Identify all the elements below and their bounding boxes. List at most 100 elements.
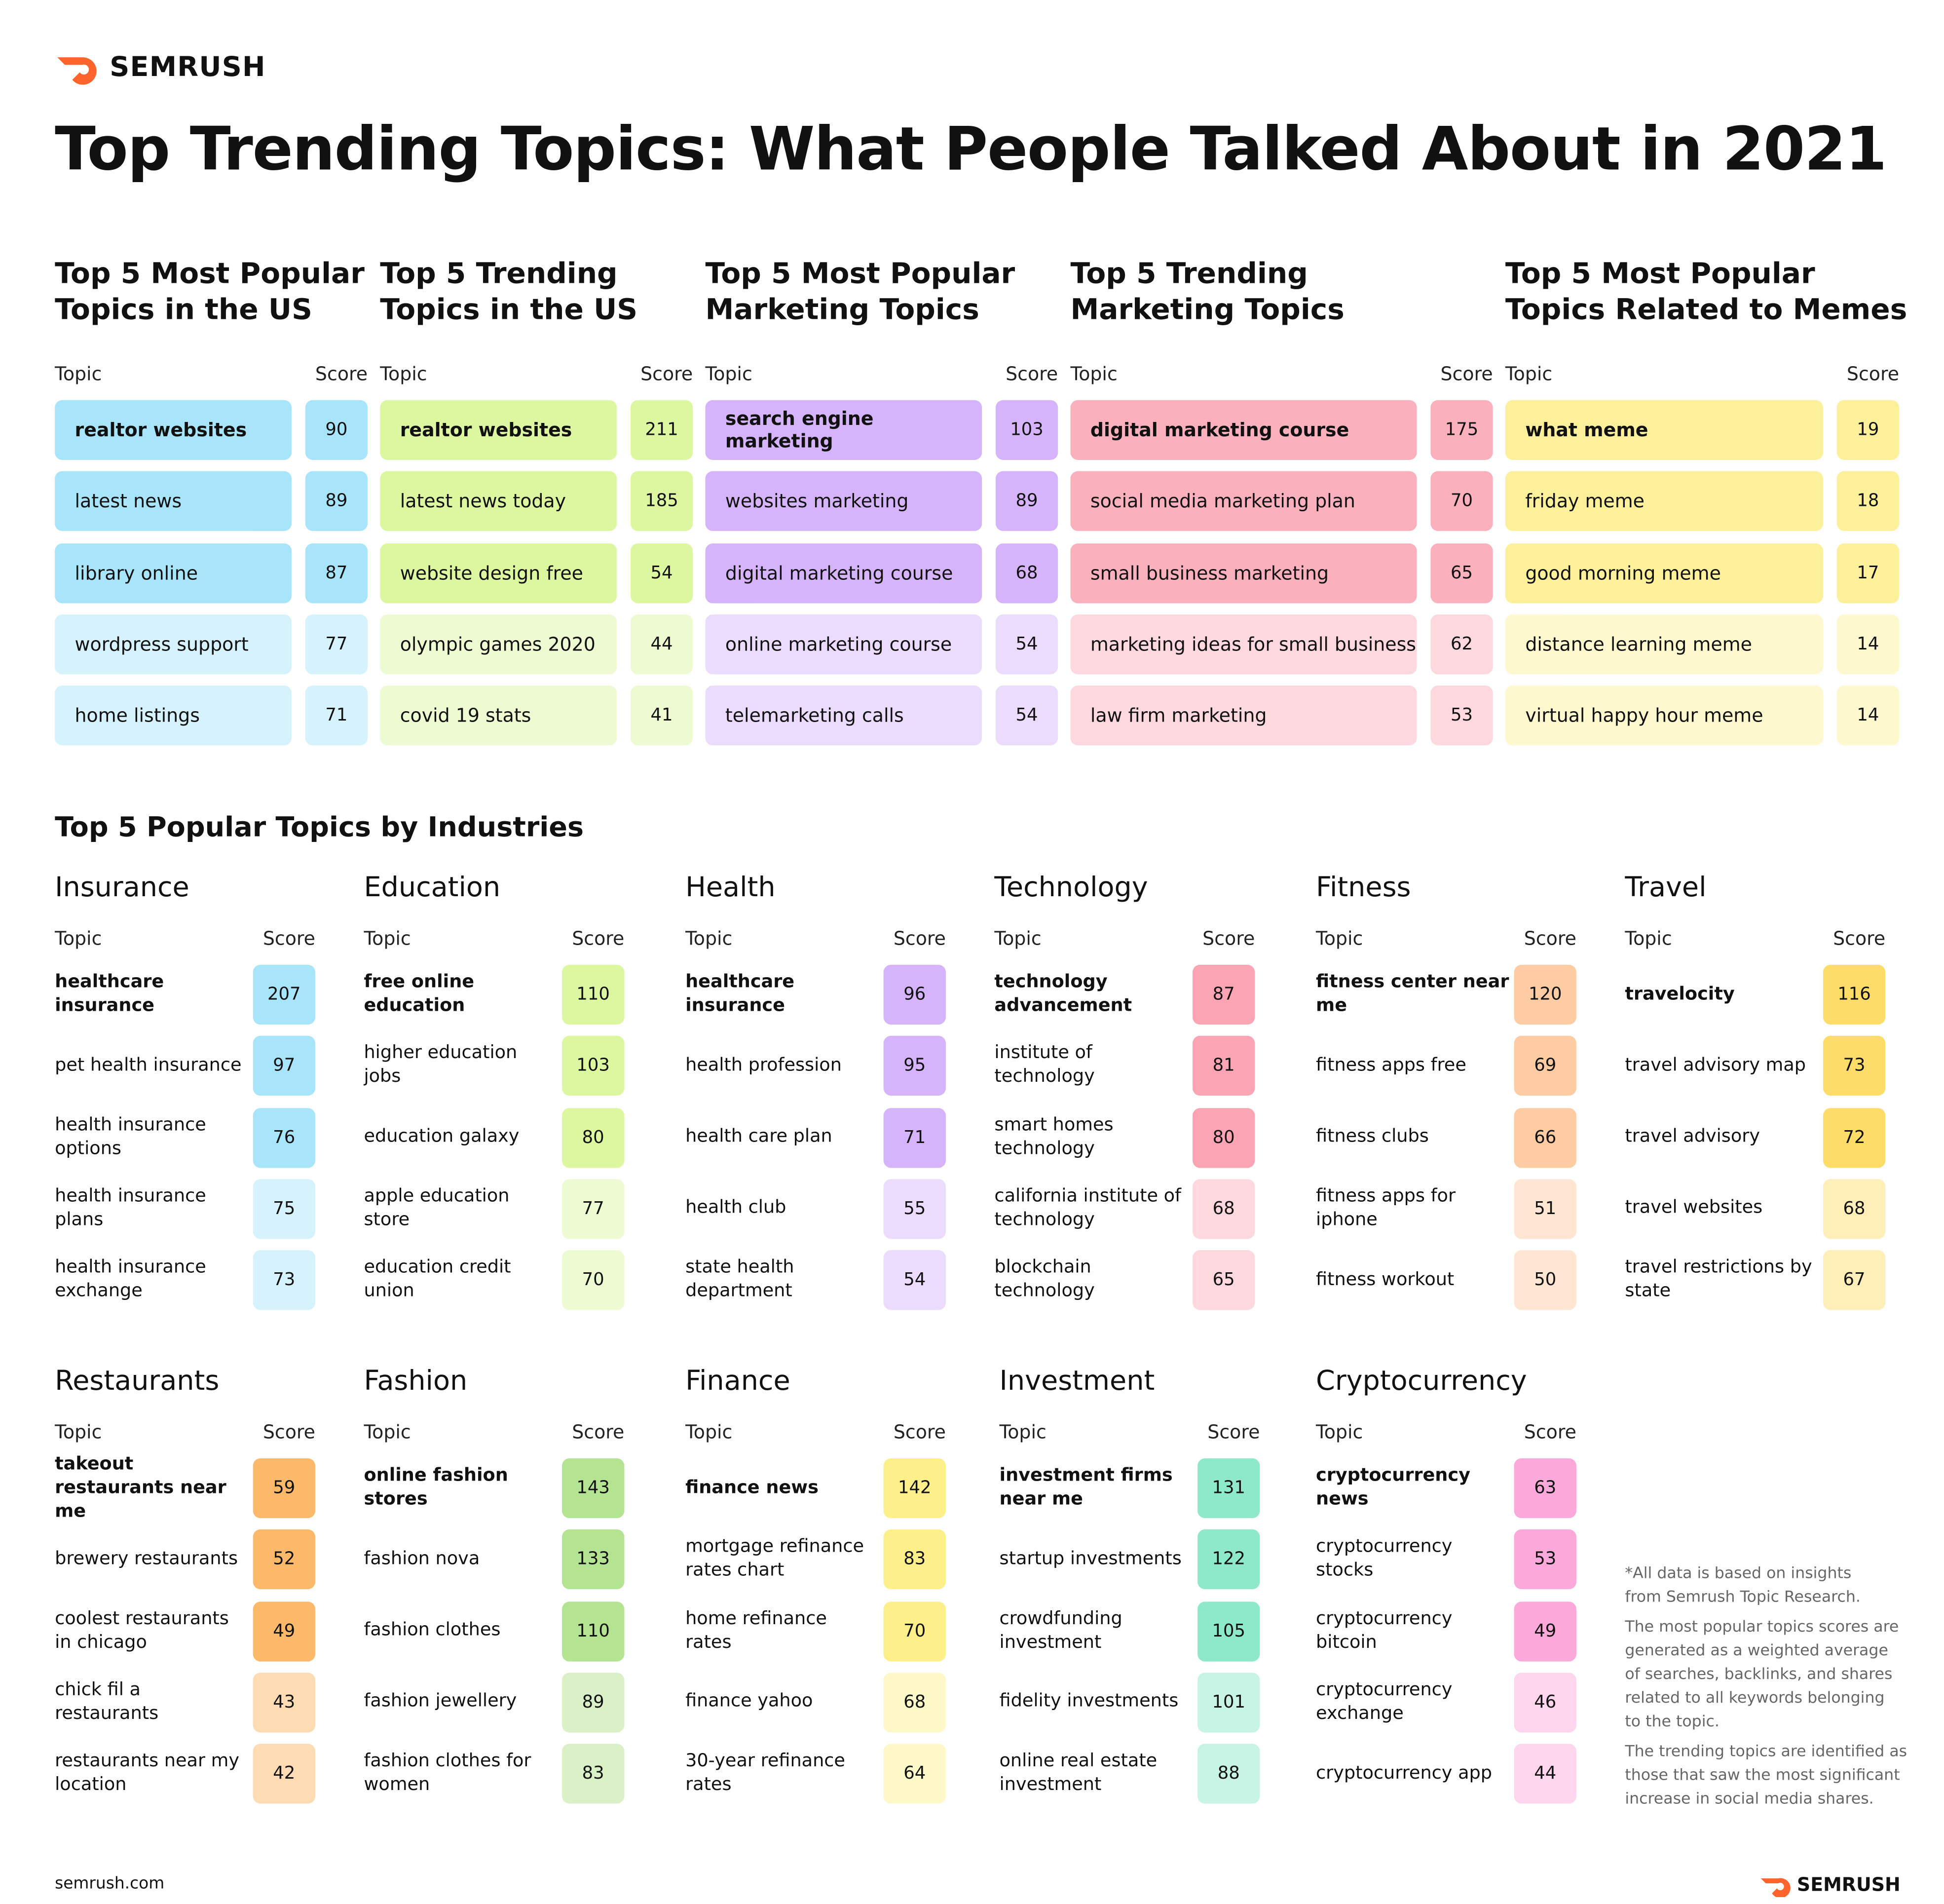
topic-text: fidelity investments (999, 1692, 1179, 1712)
topic-text: startup investments (999, 1549, 1182, 1569)
industry-title: Fashion (364, 1366, 468, 1398)
topic-text: healthcare insurance (685, 972, 795, 1016)
topic-text: technology advancement (994, 972, 1132, 1016)
score-cell: 65 (1430, 543, 1493, 603)
topic-text: health insurance plans (55, 1186, 206, 1230)
topic-text: fashion jewellery (364, 1692, 517, 1712)
topic-cell: social media marketing plan (1070, 471, 1417, 532)
column-header: Score (893, 927, 946, 950)
score-cell: 70 (883, 1601, 946, 1661)
column-header: Topic (685, 927, 733, 950)
score-cell: 97 (253, 1036, 315, 1096)
industry-title: Technology (994, 872, 1148, 904)
topic-cell: distance learning meme (1505, 614, 1823, 675)
column-header: Topic (1316, 927, 1363, 950)
score-cell: 63 (1514, 1458, 1576, 1519)
score-cell: 87 (1192, 964, 1255, 1025)
topic-text: finance yahoo (685, 1692, 813, 1712)
score-cell: 17 (1836, 543, 1900, 603)
topic-text: fitness apps for iphone (1316, 1186, 1456, 1230)
score-cell: 65 (1192, 1250, 1255, 1310)
score-cell: 105 (1197, 1601, 1260, 1661)
topic-text: fitness center near me (1316, 972, 1509, 1016)
topic-cell: small business marketing (1070, 543, 1417, 603)
topic-text: travel restrictions by state (1625, 1257, 1812, 1302)
column-header: Topic (1070, 362, 1118, 385)
score-cell: 87 (305, 543, 368, 603)
column-header: Score (640, 362, 693, 385)
score-cell: 68 (1823, 1179, 1886, 1239)
score-cell: 68 (883, 1673, 946, 1733)
score-cell: 71 (883, 1107, 946, 1168)
topic-text: cryptocurrency news (1316, 1466, 1470, 1510)
score-cell: 54 (630, 543, 693, 603)
topic-cell: wordpress support (55, 614, 292, 675)
score-cell: 116 (1823, 964, 1886, 1025)
score-cell: 55 (883, 1179, 946, 1239)
score-cell: 46 (1514, 1673, 1576, 1733)
score-cell: 53 (1514, 1529, 1576, 1590)
score-cell: 72 (1823, 1107, 1886, 1168)
logo-icon (57, 57, 97, 85)
score-cell: 44 (1514, 1744, 1576, 1804)
topic-text: healthcare insurance (55, 972, 164, 1016)
topic-cell: home listings (55, 685, 292, 746)
score-cell: 73 (253, 1250, 315, 1310)
score-cell: 64 (883, 1744, 946, 1804)
topic-cell: friday meme (1505, 471, 1823, 532)
column-header: Score (1006, 362, 1058, 385)
topic-text: takeout restaurants near me (55, 1454, 226, 1522)
column-header: Topic (1505, 362, 1553, 385)
score-cell: 142 (883, 1458, 946, 1519)
score-cell: 76 (253, 1107, 315, 1168)
score-cell: 131 (1197, 1458, 1260, 1519)
topic-text: fitness workout (1316, 1269, 1455, 1290)
column-header: Topic (994, 927, 1042, 950)
topic-cell: search engine marketing (705, 400, 982, 460)
footnote: The most popular topics scores are gener… (1625, 1616, 1899, 1730)
topic-cell: what meme (1505, 400, 1823, 460)
column-header: Score (1524, 1421, 1576, 1444)
topic-text: restaurants near my location (55, 1751, 240, 1795)
topic-text: chick fil a restaurants (55, 1680, 159, 1724)
logo-icon (1760, 1878, 1791, 1897)
score-cell: 77 (305, 614, 368, 675)
score-cell: 50 (1514, 1250, 1576, 1310)
footer-site: semrush.com (55, 1874, 165, 1894)
score-cell: 211 (630, 400, 693, 460)
topic-text: fitness clubs (1316, 1127, 1429, 1147)
industry-title: Restaurants (55, 1366, 220, 1398)
score-cell: 53 (1430, 685, 1493, 746)
topic-cell: realtor websites (380, 400, 617, 460)
topic-text: mortgage refinance rates chart (685, 1537, 864, 1581)
topic-text: cryptocurrency stocks (1316, 1537, 1453, 1581)
column-header: Topic (55, 362, 102, 385)
score-cell: 101 (1197, 1673, 1260, 1733)
column-header: Score (1833, 927, 1886, 950)
column-header: Topic (1625, 927, 1672, 950)
score-cell: 133 (562, 1529, 625, 1590)
column-header: Score (1440, 362, 1493, 385)
topic-text: home refinance rates (685, 1608, 827, 1652)
topic-cell: virtual happy hour meme (1505, 685, 1823, 746)
score-cell: 90 (305, 400, 368, 460)
column-header: Score (893, 1421, 946, 1444)
score-cell: 70 (562, 1250, 625, 1310)
topic-text: blockchain technology (994, 1257, 1095, 1302)
score-cell: 67 (1823, 1250, 1886, 1310)
score-cell: 103 (995, 400, 1058, 460)
topic-text: health insurance exchange (55, 1257, 206, 1302)
topic-text: cryptocurrency app (1316, 1763, 1493, 1784)
topic-cell: marketing ideas for small business (1070, 614, 1417, 675)
column-header: Score (1207, 1421, 1260, 1444)
topic-text: fitness apps free (1316, 1055, 1466, 1076)
score-cell: 83 (562, 1744, 625, 1804)
topic-text: pet health insurance (55, 1055, 242, 1076)
footer-brand: SEMRUSH (1796, 1873, 1901, 1896)
score-cell: 80 (562, 1107, 625, 1168)
topic-text: cryptocurrency bitcoin (1316, 1608, 1453, 1652)
industry-title: Cryptocurrency (1316, 1366, 1527, 1398)
score-cell: 41 (630, 685, 693, 746)
